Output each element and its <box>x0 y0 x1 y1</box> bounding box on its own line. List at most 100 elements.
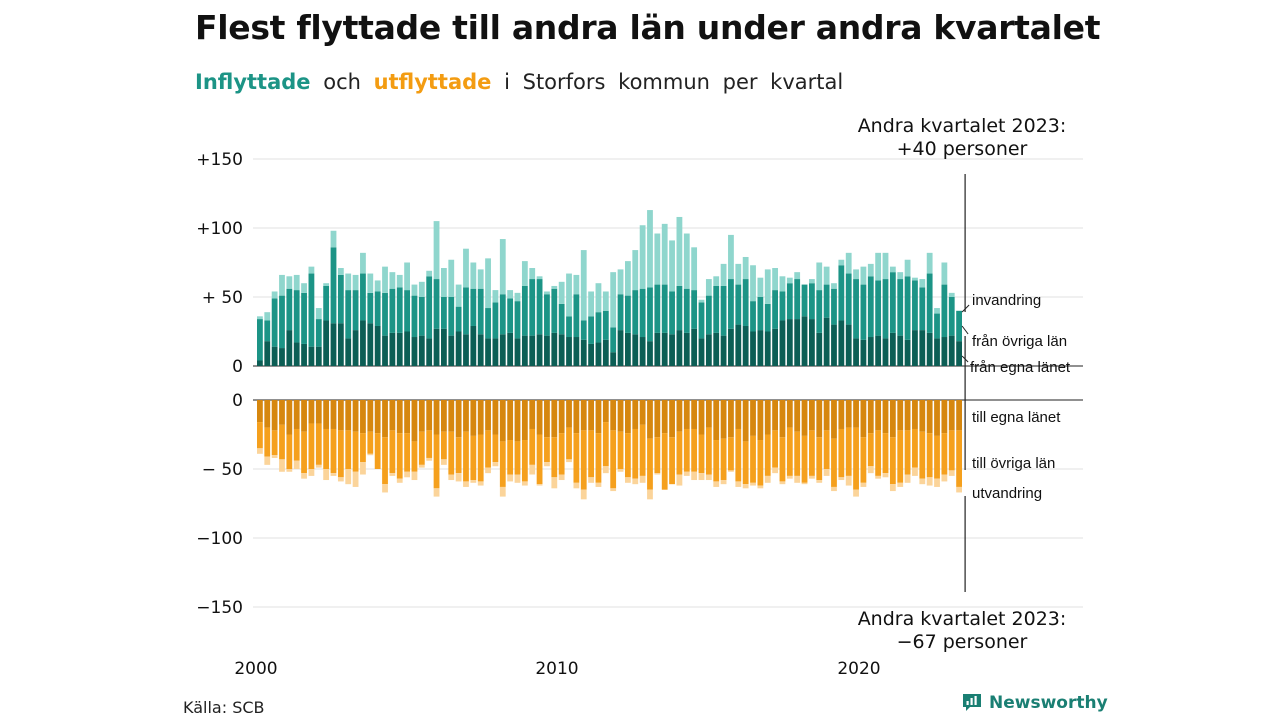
x-tick-label: 2000 <box>234 659 277 679</box>
bar-out-other-counties <box>588 430 594 478</box>
bar-out-emigration <box>705 474 712 481</box>
bar-in-other-counties <box>698 302 705 339</box>
bar-in-other-counties <box>757 297 764 331</box>
bar-out-own-county <box>360 400 366 434</box>
bar-out-other-counties <box>860 437 867 483</box>
bar-in-immigration <box>948 292 955 297</box>
bar-out-emigration <box>521 481 528 486</box>
bar-out-own-county <box>845 400 852 428</box>
bar-in-other-counties <box>867 276 874 338</box>
bar-out-emigration <box>271 455 278 458</box>
bar-out-other-counties <box>374 433 381 469</box>
bar-out-emigration <box>912 467 918 476</box>
bar-in-immigration <box>360 252 366 274</box>
bar-out-emigration <box>588 477 594 483</box>
bar-in-other-counties <box>477 288 484 335</box>
bar-out-own-county <box>897 400 904 431</box>
bar-out-own-county <box>477 400 484 435</box>
annotation-top-line2: +40 personer <box>897 138 1028 160</box>
bar-in-other-counties <box>433 279 440 329</box>
bar-out-other-counties <box>507 440 514 475</box>
bar-out-own-county <box>705 400 712 428</box>
bar-out-other-counties <box>521 440 528 482</box>
bar-out-other-counties <box>264 427 271 457</box>
bar-in-other-counties <box>455 306 462 332</box>
bar-out-other-counties <box>941 433 948 475</box>
bar-out-emigration <box>411 471 418 481</box>
bar-in-immigration <box>757 277 764 297</box>
bar-out-own-county <box>669 400 675 438</box>
bar-out-emigration <box>426 457 433 461</box>
bar-out-own-county <box>337 400 344 431</box>
bar-in-own-county <box>374 325 381 366</box>
bar-out-other-counties <box>514 441 521 475</box>
bar-in-other-counties <box>904 276 911 340</box>
bar-in-own-county <box>845 324 852 366</box>
bar-out-own-county <box>367 400 374 432</box>
y-tick-label-top: +100 <box>196 219 243 239</box>
bar-out-own-county <box>632 400 639 429</box>
bar-out-emigration <box>499 486 506 497</box>
bar-out-own-county <box>499 400 506 442</box>
bar-in-own-county <box>441 328 447 366</box>
bar-in-immigration <box>566 273 572 317</box>
bar-in-own-county <box>742 325 749 366</box>
bar-out-other-counties <box>323 428 330 469</box>
bar-out-other-counties <box>831 438 837 487</box>
legend-label-invandring: invandring <box>972 292 1041 309</box>
bar-out-own-county <box>293 400 300 429</box>
bar-out-other-counties <box>654 437 661 474</box>
bar-in-own-county <box>573 337 580 366</box>
legend-label-utvandring: utvandring <box>972 485 1042 502</box>
bar-in-other-counties <box>661 284 668 333</box>
bar-in-immigration <box>691 247 698 291</box>
bar-in-own-county <box>367 323 374 366</box>
bar-in-immigration <box>750 265 756 302</box>
bar-in-immigration <box>477 269 484 289</box>
bar-in-immigration <box>904 259 911 277</box>
bar-out-emigration <box>492 462 499 467</box>
bar-in-immigration <box>595 283 602 313</box>
bar-out-other-counties <box>536 434 543 485</box>
bar-out-own-county <box>823 400 830 431</box>
bar-in-own-county <box>647 341 653 366</box>
bar-out-own-county <box>455 400 462 438</box>
bar-in-own-county <box>882 338 889 366</box>
bar-in-own-county <box>912 330 918 366</box>
bar-in-own-county <box>889 332 896 366</box>
bar-in-own-county <box>948 335 955 366</box>
bar-in-other-counties <box>507 298 514 333</box>
bar-out-own-county <box>875 400 882 431</box>
bar-in-immigration <box>794 272 801 280</box>
bar-in-other-counties <box>279 295 285 349</box>
bar-out-emigration <box>683 471 690 476</box>
bar-in-immigration <box>838 259 845 266</box>
bar-in-other-counties <box>426 276 433 339</box>
bar-in-own-county <box>507 332 514 366</box>
brand-name: Newsworthy <box>989 693 1108 713</box>
brand-logo[interactable]: Newsworthy <box>961 692 1108 714</box>
bar-in-own-county <box>735 324 742 366</box>
bar-in-other-counties <box>647 287 653 342</box>
bar-out-own-county <box>676 400 683 432</box>
legend-label-fran-egna-lanet: från egna länet <box>970 359 1071 376</box>
bar-out-emigration <box>875 475 882 479</box>
bar-out-own-county <box>264 400 271 428</box>
bar-in-own-county <box>602 339 609 366</box>
bar-out-own-county <box>683 400 690 429</box>
bar-out-other-counties <box>735 428 742 482</box>
chart-title: Flest flyttade till andra län under andr… <box>195 8 1101 47</box>
bar-in-immigration <box>441 268 447 297</box>
bar-in-own-county <box>404 331 410 366</box>
bar-out-own-county <box>595 400 602 434</box>
bar-out-other-counties <box>558 433 565 475</box>
bar-in-other-counties <box>580 320 587 340</box>
bar-in-own-county <box>926 332 933 366</box>
bar-out-emigration <box>823 469 830 476</box>
bar-in-immigration <box>705 279 712 296</box>
bar-in-immigration <box>661 223 668 285</box>
bar-in-immigration <box>875 252 882 281</box>
bar-out-own-county <box>934 400 940 436</box>
bar-in-immigration <box>580 250 587 321</box>
bar-out-own-county <box>882 400 889 434</box>
